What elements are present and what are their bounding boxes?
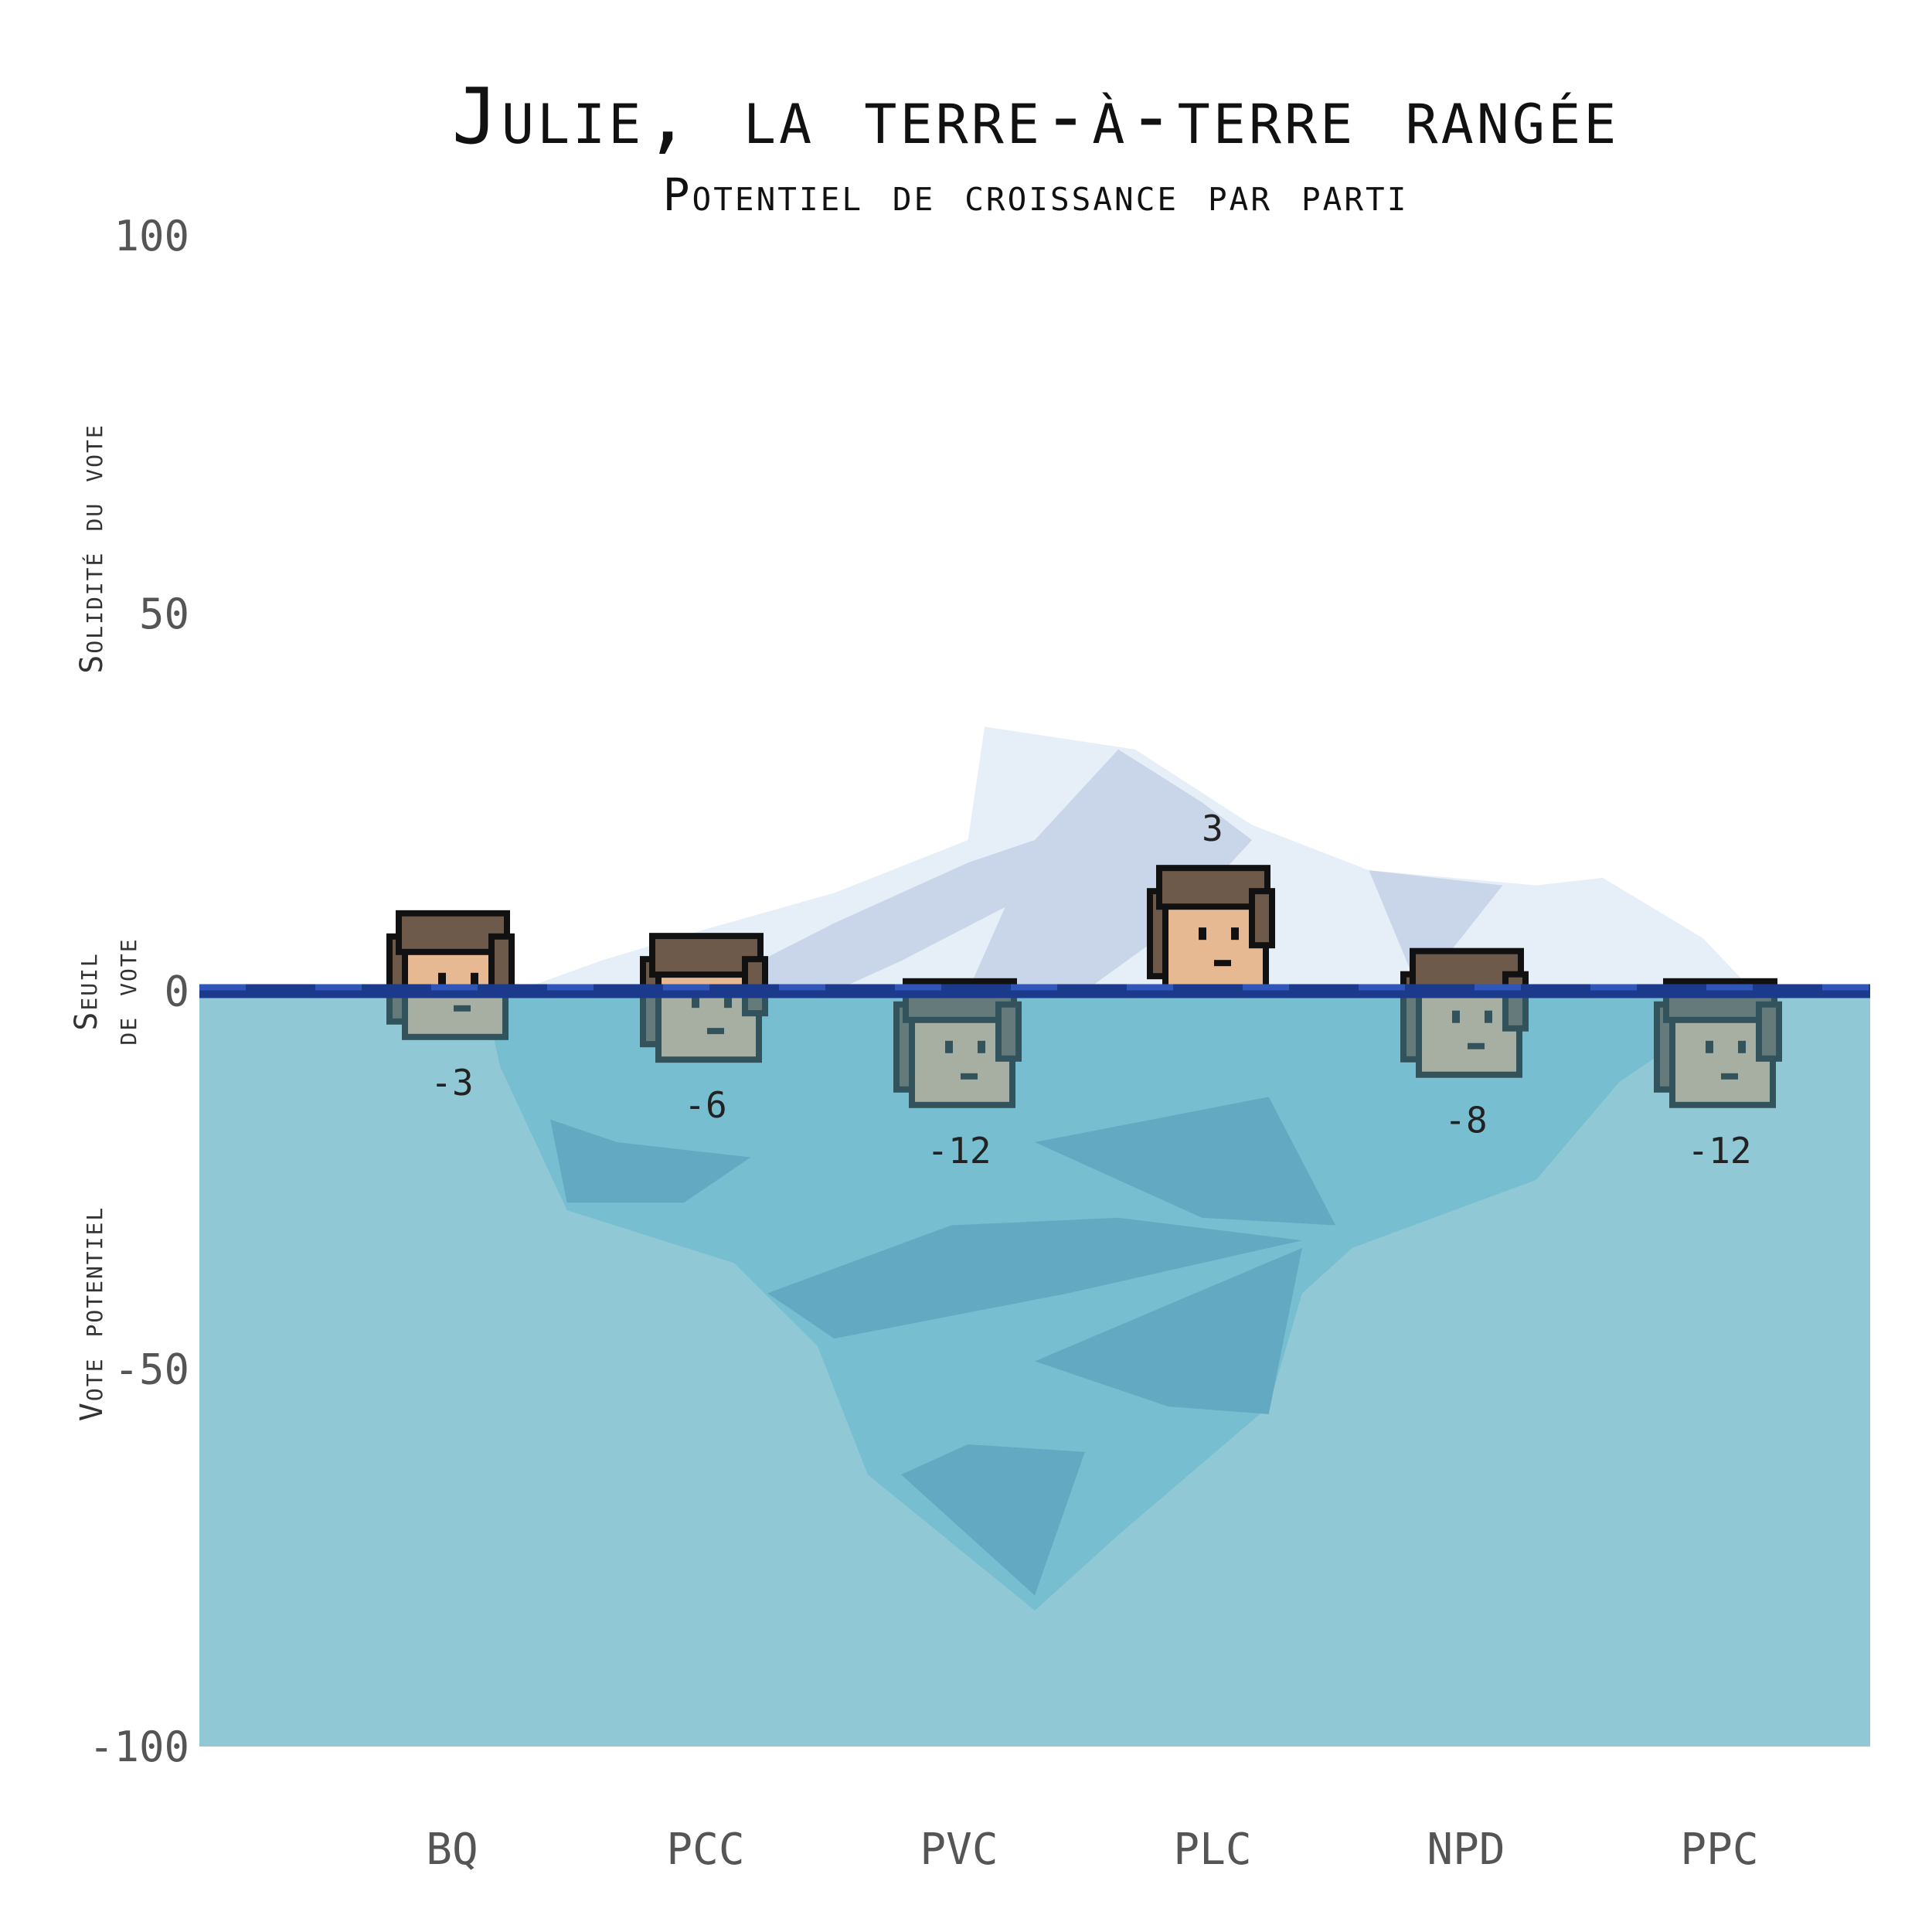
- y-tick-label: -100: [89, 1723, 189, 1771]
- value-labels: -3 -6 -12 3 -8 -12: [430, 808, 1751, 1172]
- iceberg-facet-1: [550, 1119, 751, 1203]
- person-head-icon: [1147, 865, 1275, 995]
- x-axis-categories: BQ PCC PVC PLC NPD PPC: [426, 1825, 1758, 1875]
- iceberg-underwater: [483, 991, 1753, 1611]
- value-label: -12: [1687, 1130, 1751, 1172]
- iceberg-facet-3: [1035, 1097, 1336, 1226]
- water-tint: [199, 998, 1870, 1747]
- y-axis-label-bottom: Vote potentiel: [74, 1206, 110, 1421]
- party-markers: [199, 865, 1870, 1747]
- x-category-label: PLC: [1173, 1825, 1251, 1875]
- iceberg-facet-4: [1035, 1247, 1302, 1414]
- y-axis-label-threshold-line1: Seuil: [69, 952, 104, 1031]
- iceberg-top-shade-1: [700, 840, 1035, 992]
- y-axis-label-top: Solidité du vote: [74, 423, 110, 673]
- value-label: -6: [684, 1084, 726, 1126]
- y-tick-label: 50: [139, 590, 189, 638]
- person-head-icon: [1654, 978, 1782, 1108]
- iceberg-facet-2: [767, 1217, 1302, 1339]
- y-tick-label: 0: [164, 968, 189, 1016]
- iceberg-top-shade-3: [1369, 870, 1503, 992]
- iceberg-facet-5: [901, 1444, 1085, 1596]
- y-axis-ticks: 100 50 0 -50 -100: [89, 212, 189, 1771]
- person-head-icon: [1400, 947, 1529, 1078]
- y-tick-label: -50: [114, 1345, 189, 1393]
- iceberg-illustration: [483, 726, 1753, 1611]
- value-label: -8: [1444, 1100, 1487, 1141]
- x-category-label: NPD: [1427, 1825, 1505, 1875]
- x-category-label: PVC: [920, 1825, 998, 1875]
- value-label: 3: [1202, 808, 1223, 849]
- chart-subtitle: Potentiel de croissance par parti: [663, 168, 1409, 221]
- value-label: -3: [430, 1062, 473, 1104]
- x-category-label: PCC: [666, 1825, 744, 1875]
- person-head-icon: [640, 933, 768, 1063]
- y-axis-label-threshold-line2: de vote: [108, 937, 144, 1045]
- x-category-label: BQ: [426, 1825, 478, 1875]
- y-tick-label: 100: [114, 212, 189, 260]
- x-category-label: PPC: [1680, 1825, 1758, 1875]
- iceberg-top-shade-2: [968, 749, 1253, 992]
- chart-title: Julie, la terre-à-terre rangée: [452, 71, 1620, 162]
- value-label: -12: [927, 1130, 991, 1172]
